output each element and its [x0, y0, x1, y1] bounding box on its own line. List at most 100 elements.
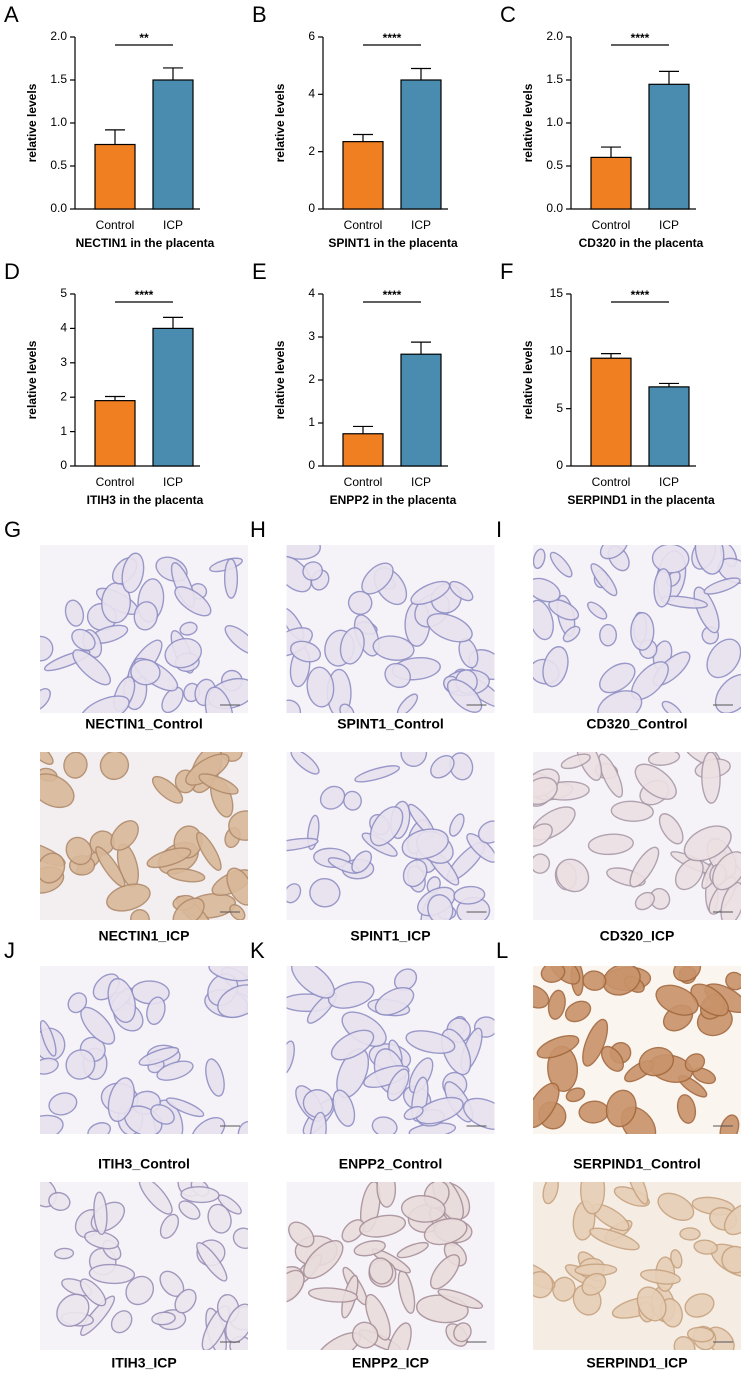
villus — [549, 551, 573, 578]
villus — [196, 1242, 228, 1282]
villus — [151, 775, 184, 804]
y-tick-label: 0.5 — [546, 158, 563, 172]
error-bar — [105, 395, 125, 401]
villus — [106, 883, 151, 912]
y-tick-label: 5 — [556, 401, 563, 415]
villus — [626, 1182, 649, 1205]
y-tick-label: 4 — [308, 286, 315, 300]
y-tick-label: 1.0 — [546, 115, 563, 129]
villus — [711, 851, 741, 891]
villus — [79, 1278, 107, 1307]
villus — [40, 1057, 59, 1075]
micrograph — [40, 752, 248, 920]
villus — [286, 883, 302, 904]
villus — [542, 1182, 559, 1205]
y-tick-label: 4 — [308, 87, 315, 101]
villus — [401, 828, 449, 860]
villus — [629, 846, 660, 888]
micrograph — [533, 966, 741, 1134]
villus — [590, 563, 618, 597]
villus — [351, 1321, 379, 1349]
villus — [446, 678, 483, 713]
villus — [427, 894, 454, 920]
villus — [533, 776, 558, 805]
villus — [130, 908, 150, 920]
x-axis-title: SPINT1 in the placenta — [328, 236, 458, 250]
villus — [80, 1295, 116, 1337]
x-tick-label: ICP — [411, 475, 431, 489]
y-tick-label: 3 — [308, 329, 315, 343]
villus — [332, 1089, 356, 1127]
villus — [449, 580, 474, 602]
villus — [130, 658, 161, 686]
villus — [597, 690, 643, 713]
bar — [648, 83, 690, 210]
micrograph-caption: SPINT1_ICP — [350, 928, 430, 944]
villus — [151, 1311, 176, 1326]
panel-label: A — [4, 2, 19, 27]
villus — [599, 662, 636, 694]
villus — [533, 599, 554, 641]
villus — [555, 858, 590, 893]
villus — [288, 1221, 315, 1248]
villus — [600, 1045, 624, 1072]
villus — [341, 1219, 365, 1243]
villus — [146, 847, 192, 869]
villus — [164, 637, 202, 669]
micrograph-caption: ENPP2_ICP — [352, 1355, 429, 1371]
villus — [40, 852, 66, 884]
villus — [286, 837, 319, 852]
villus — [599, 623, 618, 647]
y-tick-label: 0 — [556, 458, 563, 472]
significance-label: ** — [139, 31, 149, 45]
bar — [342, 141, 384, 210]
villus — [361, 562, 394, 595]
villus — [386, 1068, 410, 1102]
villus — [330, 1029, 375, 1061]
micrograph — [40, 545, 248, 713]
villus — [110, 1310, 133, 1334]
x-axis-title: CD320 in the placenta — [579, 236, 704, 250]
villus — [319, 785, 346, 810]
y-axis-label: relative levels — [521, 340, 535, 419]
villus — [547, 989, 566, 1020]
micrograph-caption: SERPIND1_Control — [573, 1156, 701, 1172]
y-tick-label: 10 — [550, 344, 564, 358]
x-tick-label: Control — [344, 475, 383, 489]
villus — [48, 1092, 78, 1116]
villus — [533, 548, 546, 570]
y-tick-label: 5 — [60, 286, 67, 300]
villus — [290, 752, 320, 775]
y-tick-label: 0.0 — [546, 201, 563, 215]
villus — [327, 981, 375, 1009]
villus — [372, 635, 415, 661]
y-tick-label: 1.5 — [546, 72, 563, 86]
villus — [369, 806, 404, 847]
micrograph — [533, 1182, 741, 1350]
villus — [309, 1111, 327, 1134]
villus — [684, 1293, 715, 1318]
error-bar — [411, 67, 431, 80]
micrograph — [533, 545, 741, 713]
villus — [548, 599, 580, 621]
x-tick-label: ICP — [163, 475, 183, 489]
villus — [351, 850, 373, 874]
villus — [303, 1240, 344, 1279]
villus — [208, 966, 248, 982]
villus — [636, 1286, 667, 1322]
villus — [138, 1182, 173, 1215]
error-bar — [601, 146, 621, 158]
y-axis-label: relative levels — [25, 83, 39, 162]
villus — [307, 1287, 359, 1303]
villus — [683, 825, 732, 862]
y-tick-label: 0 — [308, 458, 315, 472]
bar — [94, 143, 136, 210]
villus — [477, 820, 495, 844]
villus — [368, 1257, 394, 1285]
villus — [408, 1057, 434, 1094]
villus — [634, 763, 677, 800]
micrograph-caption: ITIH3_Control — [98, 1156, 190, 1172]
villus — [403, 1105, 424, 1121]
villus — [533, 823, 553, 847]
